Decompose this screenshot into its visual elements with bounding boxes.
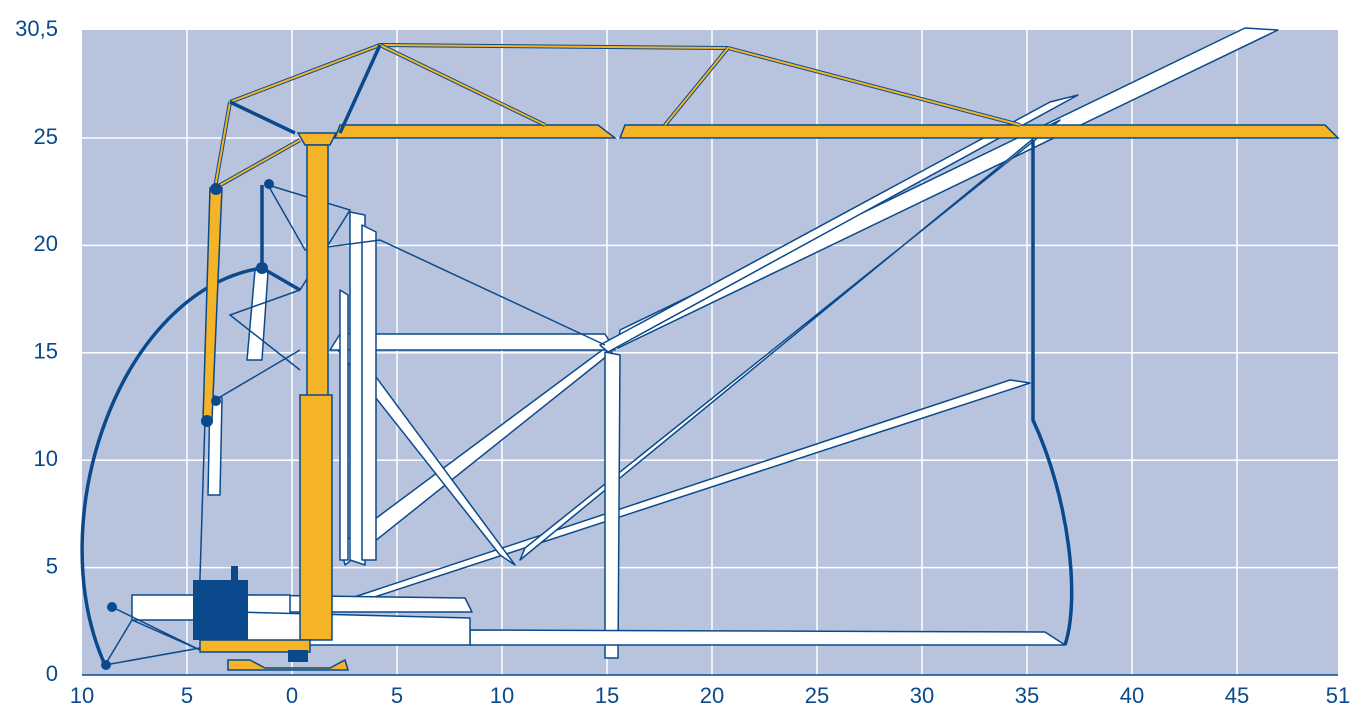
- crane: [101, 43, 1340, 671]
- x-tick-label: 10: [490, 683, 514, 708]
- y-tick-label: 20: [34, 231, 58, 256]
- y-tick-label: 15: [34, 339, 58, 364]
- x-tick-label: 35: [1015, 683, 1039, 708]
- x-tick-label: 10: [70, 683, 94, 708]
- x-tick-label: 51: [1326, 683, 1350, 708]
- y-tick-label: 25: [34, 124, 58, 149]
- y-tick-label: 0: [46, 661, 58, 686]
- x-tick-label: 5: [391, 683, 403, 708]
- y-tick-label: 30,5: [15, 16, 58, 41]
- y-tick-label: 5: [46, 553, 58, 578]
- x-tick-label: 15: [595, 683, 619, 708]
- x-tick-label: 30: [910, 683, 934, 708]
- y-tick-label: 10: [34, 446, 58, 471]
- x-tick-label: 25: [805, 683, 829, 708]
- x-tick-label: 45: [1225, 683, 1249, 708]
- x-tick-label: 20: [700, 683, 724, 708]
- x-tick-label: 40: [1120, 683, 1144, 708]
- x-tick-label: 0: [286, 683, 298, 708]
- x-tick-label: 5: [181, 683, 193, 708]
